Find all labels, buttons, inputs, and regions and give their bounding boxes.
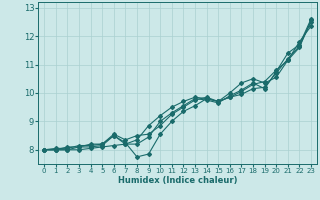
X-axis label: Humidex (Indice chaleur): Humidex (Indice chaleur) xyxy=(118,176,237,185)
